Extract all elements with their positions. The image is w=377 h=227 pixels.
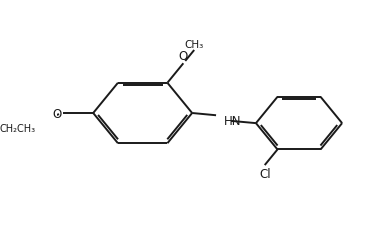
Text: O: O xyxy=(179,50,188,63)
Text: CH₂CH₃: CH₂CH₃ xyxy=(0,123,36,133)
Text: HN: HN xyxy=(224,115,242,128)
Text: CH₃: CH₃ xyxy=(185,40,204,50)
Text: Cl: Cl xyxy=(259,168,271,180)
Text: O: O xyxy=(52,107,61,120)
